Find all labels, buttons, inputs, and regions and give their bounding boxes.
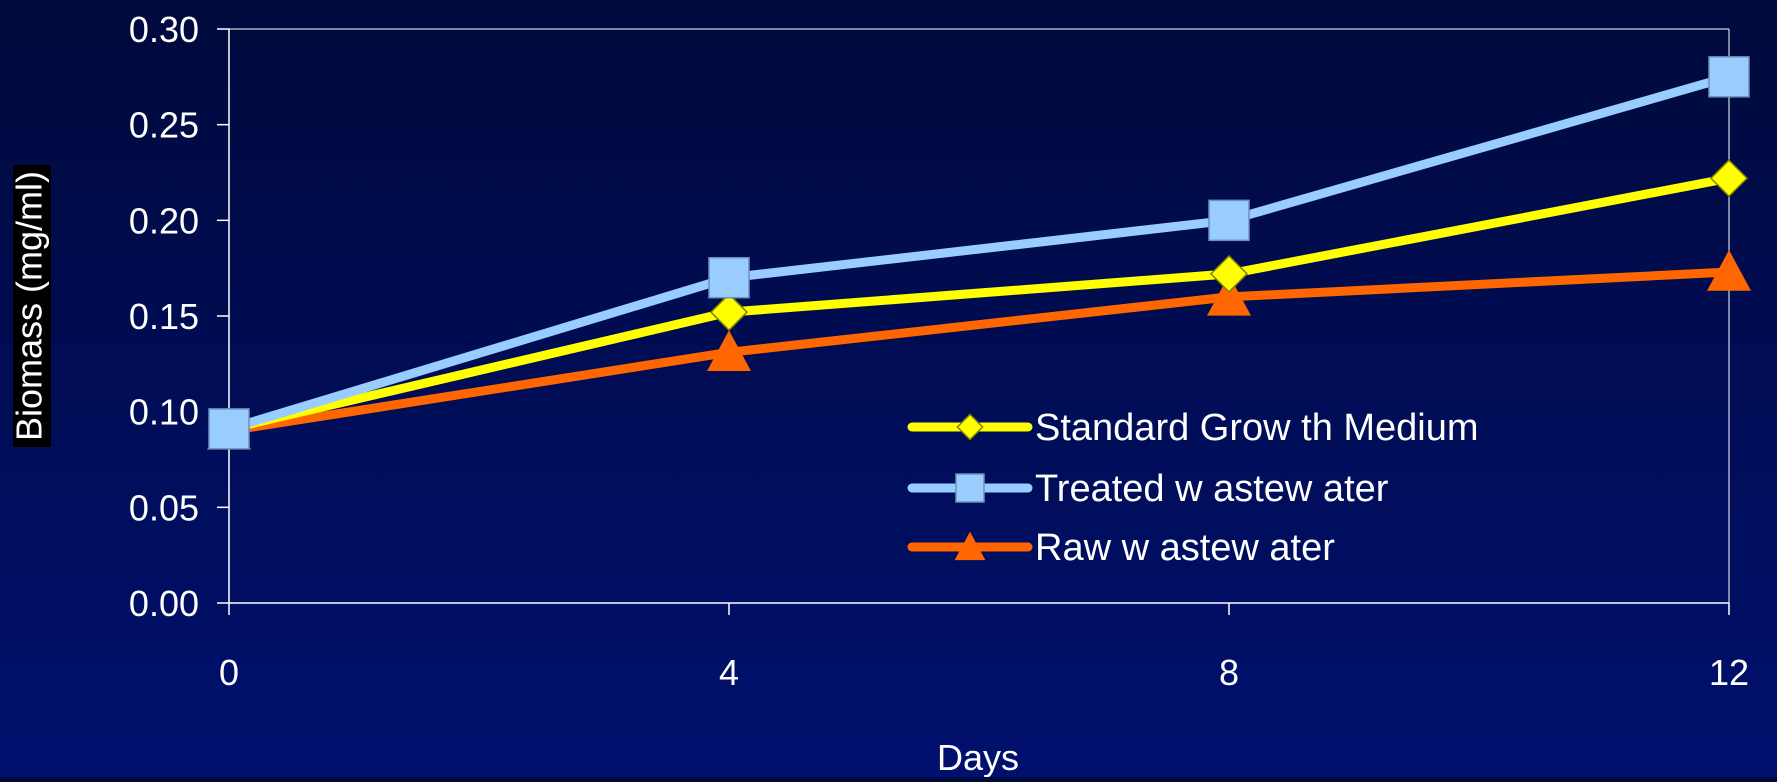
y-axis-title-background [13, 165, 51, 447]
y-axis-title-group: Biomass (mg/ml) [9, 165, 51, 447]
y-axis-ticks: 0.00 0.05 0.10 0.15 0.20 0.25 0.30 [129, 9, 229, 624]
data-point-square [1208, 199, 1250, 242]
y-tick-label: 0.10 [129, 392, 199, 433]
series-1 [224, 72, 1734, 434]
legend-item: Treated w astew ater [907, 468, 1389, 510]
legend-label: Raw w astew ater [1035, 527, 1335, 569]
data-point-diamond [709, 293, 749, 332]
data-point-square [208, 408, 250, 450]
series-layer [207, 56, 1751, 450]
y-tick-label: 0.20 [129, 200, 199, 241]
series-markers-0 [209, 159, 1749, 448]
data-point-diamond [1209, 254, 1249, 293]
data-point-triangle [1707, 249, 1751, 291]
x-tick-label: 12 [1709, 652, 1749, 693]
y-tick-label: 0.15 [129, 296, 199, 337]
series-markers-1 [208, 56, 1750, 450]
y-tick-label: 0.25 [129, 105, 199, 146]
series-0 [224, 173, 1734, 434]
data-point-diamond [956, 413, 984, 441]
data-point-triangle [954, 531, 986, 561]
y-tick-label: 0.00 [129, 583, 199, 624]
data-point-square [955, 473, 985, 503]
legend: Standard Grow th Medium Treated w astew a… [907, 407, 1479, 569]
x-axis-title: Days [937, 737, 1019, 777]
y-tick-label: 0.30 [129, 9, 199, 50]
legend-label: Standard Grow th Medium [1035, 407, 1479, 449]
x-tick-label: 0 [219, 652, 239, 693]
data-point-triangle [707, 330, 751, 372]
legend-item: Raw w astew ater [907, 527, 1335, 569]
data-point-square [1708, 56, 1750, 98]
data-point-triangle [1207, 274, 1251, 316]
y-axis-title: Biomass (mg/ml) [9, 171, 50, 441]
series-line [224, 72, 1734, 434]
data-point-square [708, 256, 750, 299]
legend-label: Treated w astew ater [1035, 468, 1389, 510]
x-tick-label: 8 [1219, 652, 1239, 693]
y-tick-label: 0.05 [129, 487, 199, 528]
series-line [224, 267, 1734, 436]
series-line [224, 173, 1734, 434]
series-2 [224, 267, 1734, 436]
x-tick-label: 4 [719, 652, 739, 693]
axes [228, 28, 1730, 604]
legend-item: Standard Grow th Medium [907, 407, 1479, 449]
x-axis-ticks: 0 4 8 12 [219, 603, 1749, 693]
data-point-diamond [1709, 159, 1749, 198]
